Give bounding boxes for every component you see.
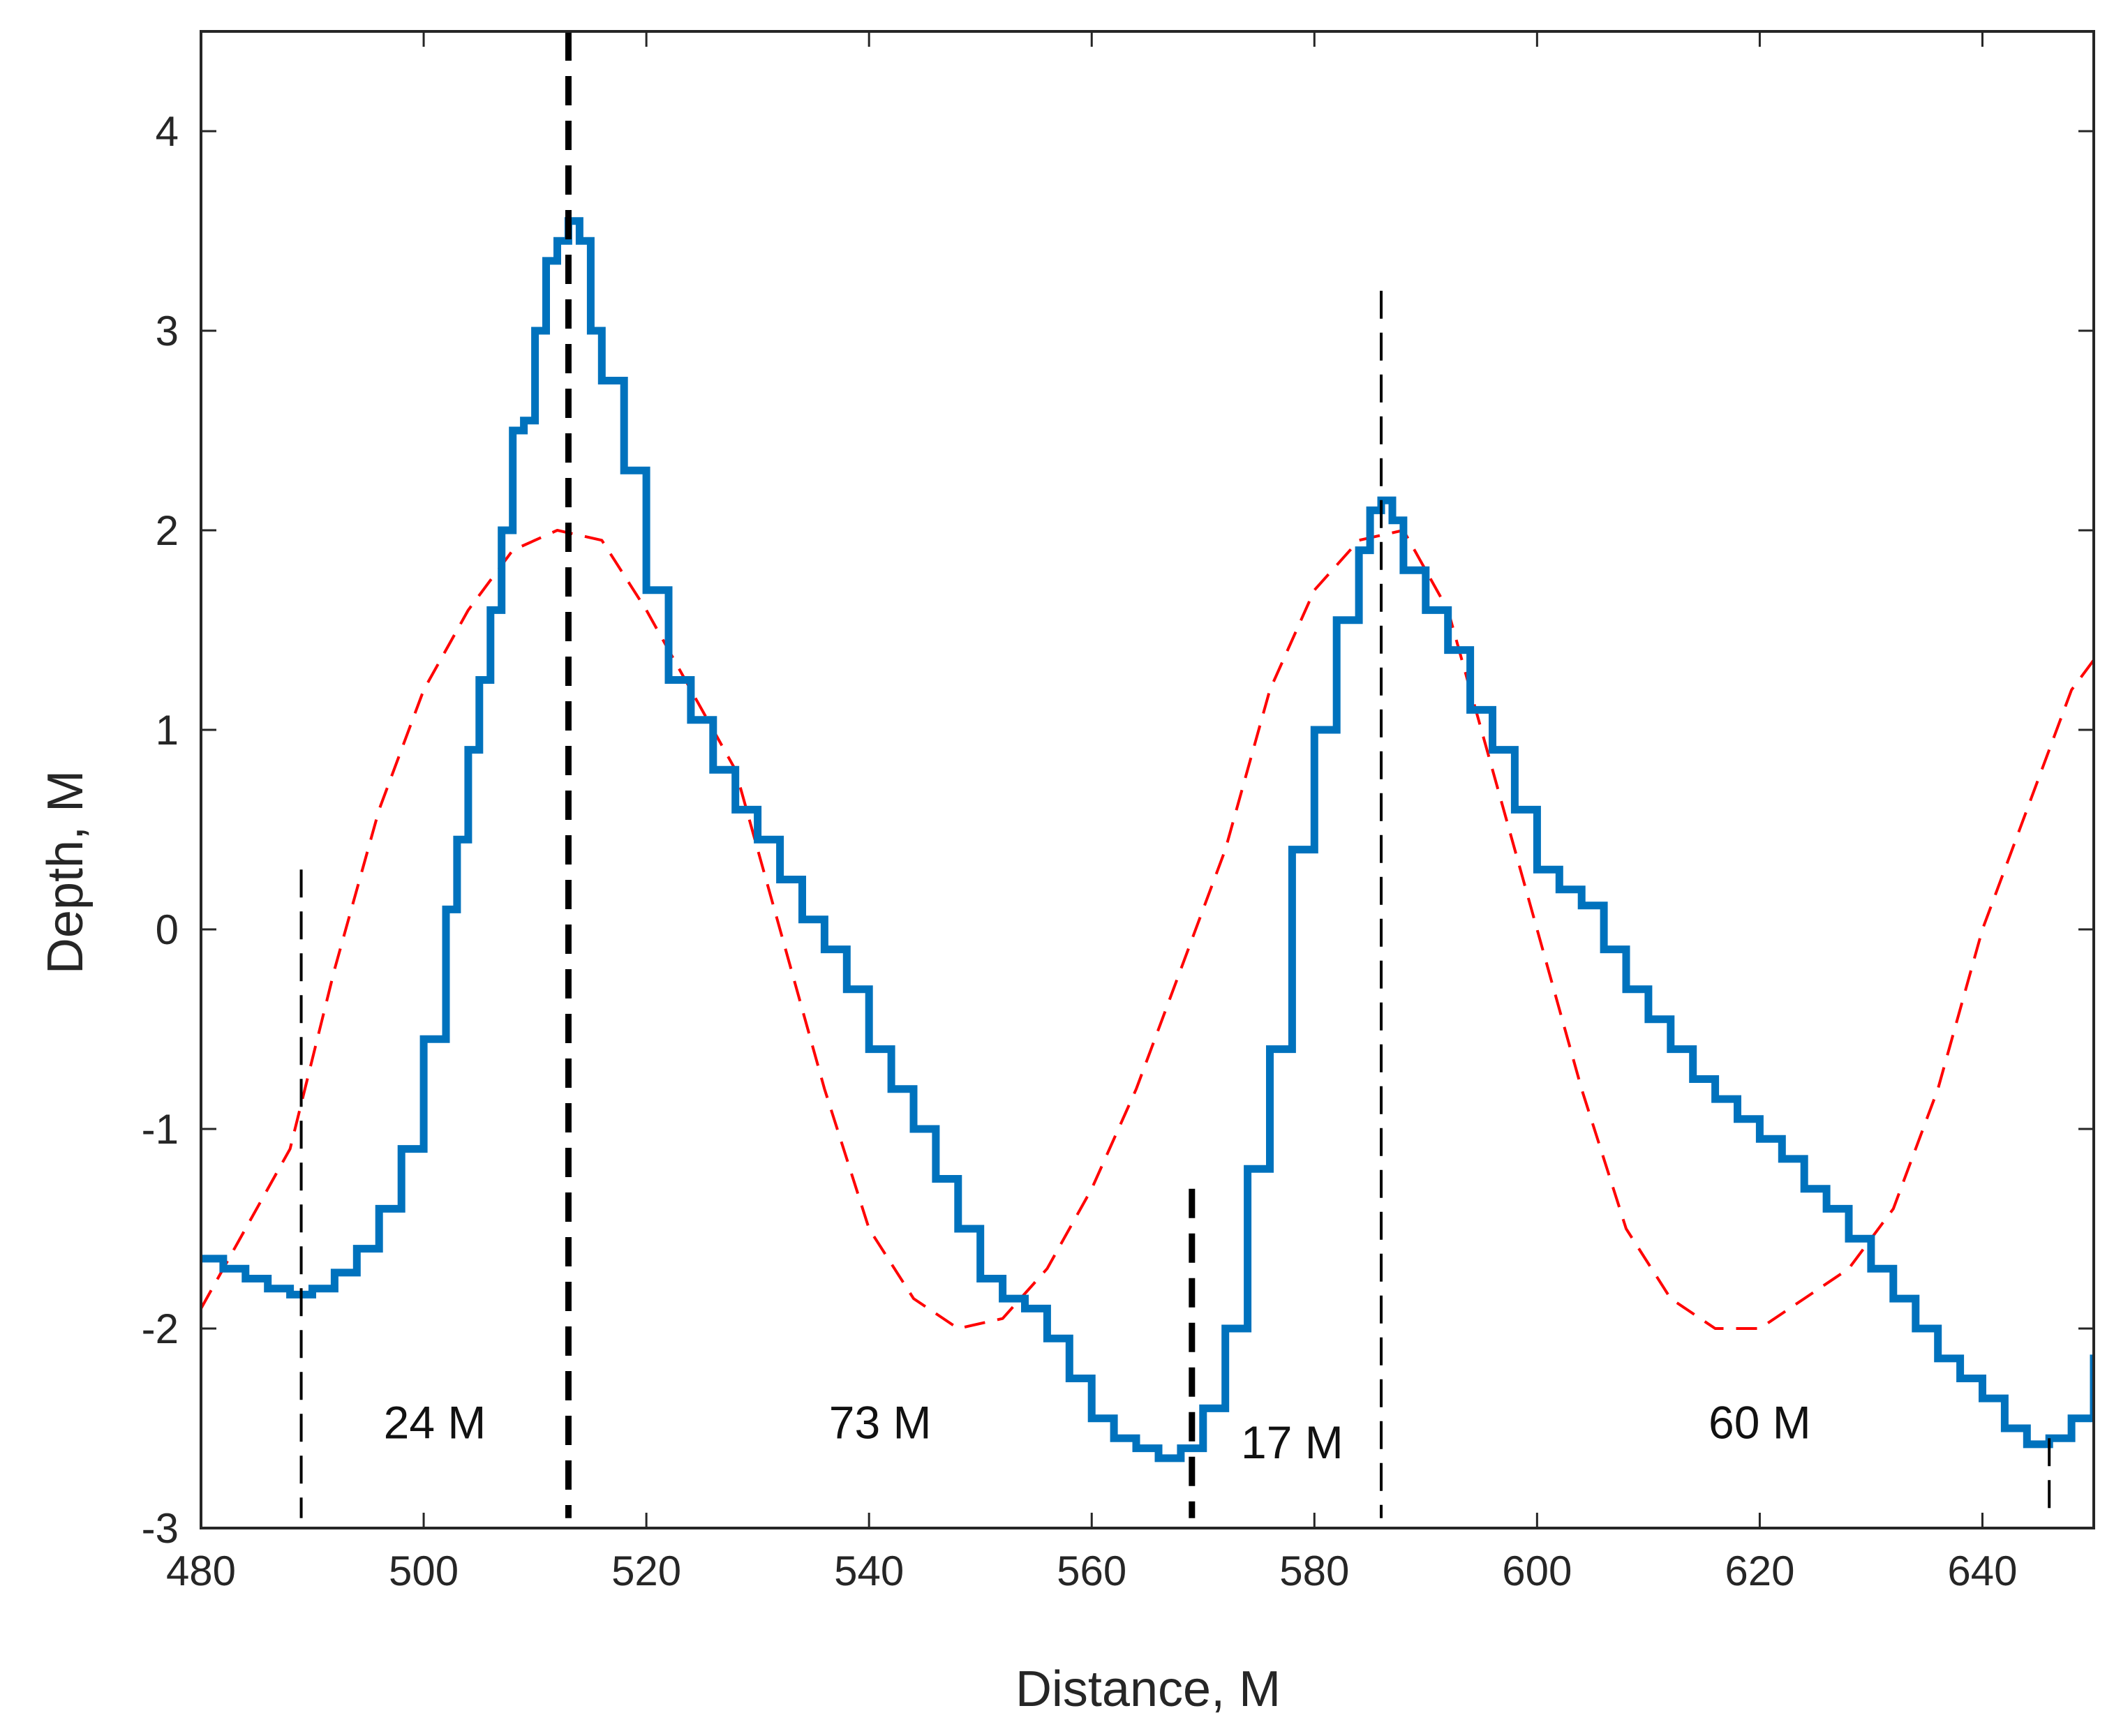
y-tick-label: -1 [142,1106,179,1153]
y-tick-label: 0 [156,906,179,953]
y-tick-label: 3 [156,308,179,354]
x-tick-label: 480 [166,1548,236,1594]
measured-profile-line [201,217,2094,1462]
x-tick-label: 500 [389,1548,459,1594]
distance-annotation-3: 17 M [1241,1416,1343,1468]
x-tick-label: 540 [834,1548,904,1594]
x-axis-title: Distance, M [1015,1661,1281,1717]
x-tick-label: 580 [1279,1548,1349,1594]
plot-area [201,31,2094,1518]
y-tick-label: 4 [156,108,179,155]
distance-annotation-4: 60 M [1709,1396,1811,1448]
axes-layer: 480 500 520 540 560 580 600 620 640 -3 -2 -1 0 1 2 3 4 [142,30,2095,1594]
marks-layer: 24 M 73 M 17 M 60 M [201,31,2094,1518]
x-tick-label: 520 [611,1548,681,1594]
x-tick-label: 620 [1725,1548,1794,1594]
distance-annotation-1: 24 M [384,1396,486,1448]
y-tick-label: 2 [156,507,179,554]
axes-frame [200,30,2095,1529]
x-tick-label: 560 [1057,1548,1126,1594]
distance-annotation-2: 73 M [829,1396,932,1448]
fit-curve-line [201,529,2094,1330]
y-axis-title: Depth, M [38,770,94,974]
x-tick-label: 600 [1502,1548,1572,1594]
y-tick-label: -2 [142,1305,179,1352]
x-tick-label: 640 [1947,1548,2017,1594]
y-tick-label: -3 [142,1505,179,1552]
y-tick-label: 1 [156,707,179,754]
